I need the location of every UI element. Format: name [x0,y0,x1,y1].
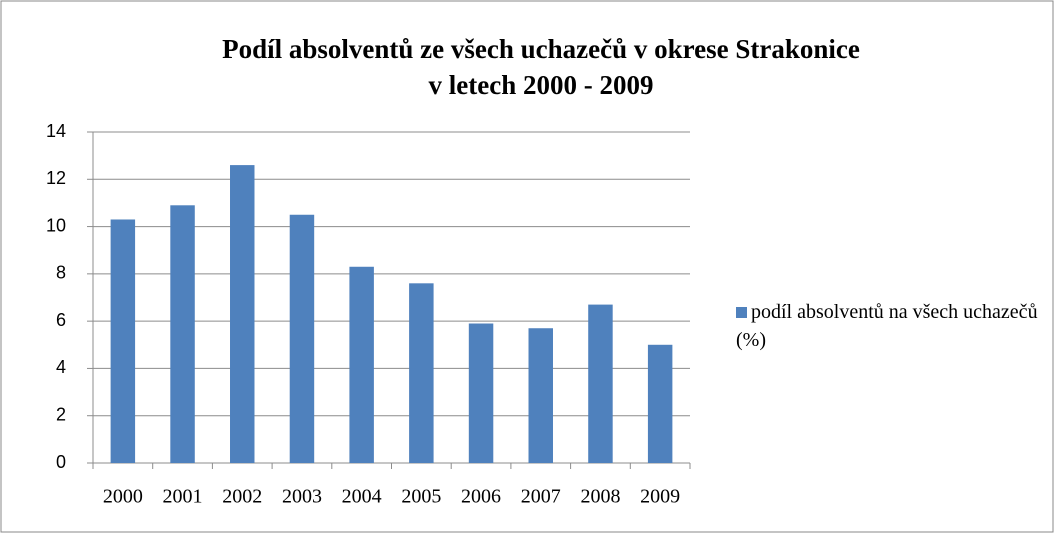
legend: podíl absolventů na všech uchazečů (%) [736,298,1046,354]
y-tick-label: 14 [46,121,66,141]
x-tick-label: 2008 [580,486,620,508]
bar [647,344,673,463]
bar [170,205,195,464]
y-tick-label: 4 [56,357,66,377]
x-tick-label: 2006 [461,486,501,508]
chart-title: Podíl absolventů ze všech uchazečů v okr… [222,34,860,64]
x-tick-label: 2004 [342,486,382,508]
y-tick-label: 0 [56,452,66,472]
y-tick-label: 2 [56,404,66,424]
bar [588,304,613,463]
x-tick-label: 2005 [401,486,441,508]
y-tick-label: 8 [56,263,66,283]
y-tick-label: 10 [46,215,66,235]
chart-title: v letech 2000 - 2009 [429,70,654,100]
legend-label: podíl absolventů na všech uchazečů (%) [736,301,1038,351]
y-tick-label: 6 [56,310,66,330]
bar [349,266,374,463]
x-tick-label: 2007 [521,486,561,508]
x-tick-label: 2003 [282,486,322,508]
x-tick-label: 2002 [222,486,262,508]
y-tick-label: 12 [46,168,66,188]
bar [409,283,434,463]
x-tick-label: 2001 [163,486,203,508]
bar [528,328,553,463]
bar [468,323,494,463]
bar [230,165,255,463]
bar [289,214,315,463]
x-tick-label: 2000 [103,486,143,508]
legend-swatch [736,307,747,318]
bar [110,219,136,463]
x-tick-label: 2009 [640,486,680,508]
